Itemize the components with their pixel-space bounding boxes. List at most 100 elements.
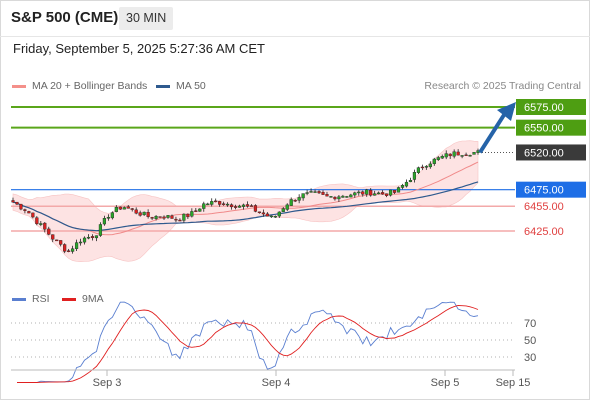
candle bbox=[222, 201, 226, 206]
candle bbox=[265, 212, 269, 217]
candle-body bbox=[82, 237, 87, 243]
legend-item-9ma: 9MA bbox=[62, 293, 104, 305]
candle bbox=[47, 226, 51, 236]
time-axis-label: Sep 5 bbox=[431, 377, 460, 389]
candle bbox=[98, 222, 103, 237]
candle-body bbox=[226, 203, 230, 206]
candle bbox=[353, 191, 357, 198]
candles bbox=[11, 148, 480, 254]
candle-body bbox=[428, 163, 432, 168]
candle-body bbox=[55, 239, 59, 242]
candle bbox=[377, 191, 381, 195]
candle-body bbox=[444, 153, 448, 158]
candle-body bbox=[333, 196, 337, 200]
candle-body bbox=[214, 200, 218, 203]
candle-body bbox=[456, 151, 460, 156]
candle bbox=[420, 164, 424, 171]
instrument-title: S&P 500 (CME) bbox=[11, 9, 119, 26]
candle-body bbox=[130, 208, 134, 210]
target-price-tag bbox=[516, 119, 586, 136]
legend-item-rsi: RSI bbox=[12, 293, 50, 305]
candle-body bbox=[440, 156, 444, 159]
candle-body bbox=[424, 166, 428, 168]
candle bbox=[277, 211, 281, 219]
candle-body bbox=[289, 199, 293, 206]
candle bbox=[432, 157, 436, 166]
candle bbox=[396, 186, 401, 193]
candle-body bbox=[297, 197, 301, 201]
candle-body bbox=[385, 193, 389, 196]
legend-label: MA 50 bbox=[176, 80, 206, 92]
candle-body bbox=[285, 204, 289, 210]
candle bbox=[146, 209, 150, 219]
candle bbox=[67, 248, 71, 253]
candle bbox=[210, 198, 214, 207]
candle-body bbox=[154, 216, 158, 219]
candle-body bbox=[404, 181, 409, 187]
candle-body bbox=[420, 166, 424, 169]
candle-body bbox=[452, 151, 456, 157]
candle bbox=[249, 204, 254, 207]
candle-body bbox=[448, 153, 452, 157]
candle bbox=[301, 193, 305, 201]
candle bbox=[90, 234, 95, 241]
candle bbox=[214, 198, 218, 203]
candle-body bbox=[396, 187, 401, 193]
pivot-price-tag bbox=[516, 181, 586, 198]
candle-body bbox=[126, 206, 130, 209]
candle bbox=[229, 203, 234, 210]
candle bbox=[456, 149, 460, 156]
candle bbox=[130, 207, 134, 212]
candle bbox=[78, 238, 83, 246]
candle-body bbox=[357, 191, 361, 194]
rsi-tick-label: 30 bbox=[524, 352, 536, 364]
target-price-tag bbox=[516, 99, 586, 115]
candle bbox=[261, 209, 265, 217]
candle bbox=[158, 216, 162, 218]
candle-body bbox=[301, 193, 305, 199]
candle bbox=[55, 239, 59, 242]
candle bbox=[273, 215, 277, 218]
candle-body bbox=[388, 189, 393, 196]
candle bbox=[126, 204, 130, 209]
last-price-label: 6520.00 bbox=[524, 147, 564, 159]
candle bbox=[186, 213, 190, 219]
candle-body bbox=[317, 191, 321, 194]
timeframe-badge[interactable]: 30 MIN bbox=[119, 7, 174, 30]
legend-item-ma20: MA 20 + Bollinger Bands bbox=[12, 80, 147, 92]
candle-body bbox=[158, 216, 162, 218]
candle bbox=[373, 190, 377, 196]
candle-body bbox=[281, 208, 285, 212]
candle-body bbox=[39, 223, 43, 225]
candle-body bbox=[277, 211, 281, 217]
candle-body bbox=[23, 209, 27, 211]
candle-body bbox=[377, 192, 381, 195]
candle bbox=[309, 188, 313, 193]
candle-body bbox=[51, 234, 55, 240]
candle bbox=[392, 190, 397, 195]
9ma-swatch bbox=[62, 297, 76, 301]
candle-body bbox=[206, 203, 210, 206]
candle-body bbox=[222, 203, 226, 205]
candle-body bbox=[186, 213, 190, 218]
candle-body bbox=[353, 192, 357, 196]
candle bbox=[150, 216, 154, 220]
candle bbox=[15, 201, 19, 206]
candle bbox=[341, 194, 345, 198]
pivot-price-label: 6475.00 bbox=[524, 185, 564, 197]
time-axis-label: Sep 4 bbox=[262, 377, 291, 389]
candle bbox=[19, 203, 23, 211]
candle bbox=[94, 235, 99, 242]
candle bbox=[416, 166, 420, 175]
candle-body bbox=[229, 204, 234, 208]
candle bbox=[412, 169, 417, 183]
candle bbox=[337, 195, 341, 203]
candle-body bbox=[114, 207, 118, 212]
candle bbox=[241, 203, 246, 210]
candle bbox=[178, 218, 182, 222]
candle-body bbox=[265, 213, 269, 217]
candle bbox=[106, 214, 110, 221]
candle bbox=[305, 189, 309, 196]
candle-body bbox=[78, 241, 83, 244]
candle bbox=[206, 202, 210, 206]
